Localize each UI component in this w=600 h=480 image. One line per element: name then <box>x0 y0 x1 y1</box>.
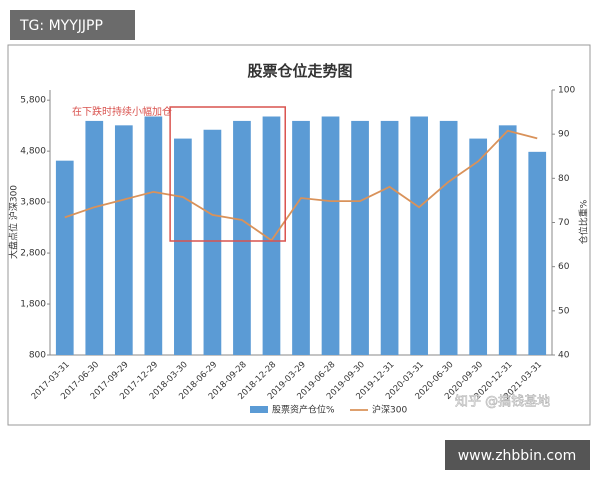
bar <box>439 120 458 356</box>
bar <box>380 120 399 356</box>
legend-label: 股票资产仓位% <box>272 404 335 416</box>
y-axis-label: 大盘点位 沪深300 <box>8 185 20 259</box>
bar <box>292 120 310 356</box>
y2-tick-label: 50 <box>558 306 570 316</box>
bar <box>55 160 74 355</box>
legend-label: 沪深300 <box>372 404 407 416</box>
y2-tick-label: 40 <box>558 351 570 361</box>
tag-box <box>10 10 135 40</box>
y2-tick-label: 90 <box>558 130 570 140</box>
bar <box>114 125 133 355</box>
y2-tick-label: 70 <box>558 218 570 228</box>
bar <box>85 120 104 356</box>
annotation-text: 在下跌时持续小幅加仓 <box>72 105 172 118</box>
bar <box>469 138 488 355</box>
y2-tick-label: 60 <box>558 262 570 272</box>
y-tick-label: 2,800 <box>20 249 46 259</box>
bar <box>233 120 251 356</box>
url-text: www.zhbbin.com <box>458 448 577 464</box>
bar <box>410 116 428 355</box>
tag-text: TG: MYYJJPP <box>19 18 103 34</box>
bar <box>351 120 369 356</box>
annotation-box <box>169 106 286 242</box>
bar <box>174 138 192 355</box>
line <box>64 129 538 242</box>
bar <box>203 129 222 355</box>
bar <box>262 116 281 355</box>
y-tick-label: 800 <box>29 351 46 361</box>
watermark: 知乎 @搞钱基地 <box>455 394 550 410</box>
chart-title: 股票仓位走势图 <box>247 62 352 80</box>
y2-tick-label: 80 <box>558 174 570 184</box>
bar <box>144 116 163 355</box>
y-tick-label: 1,800 <box>20 300 46 310</box>
bar <box>498 125 517 355</box>
y-tick-label: 4,800 <box>20 147 46 157</box>
y2-tick-label: 100 <box>558 86 575 96</box>
y2-axis-label: 仓位比重% <box>578 199 590 244</box>
y-tick-label: 3,800 <box>20 198 46 208</box>
bar <box>528 151 547 355</box>
url-box <box>445 440 590 470</box>
y-tick-label: 5,800 <box>20 96 46 106</box>
bar <box>321 116 340 355</box>
legend-swatch <box>250 406 268 413</box>
